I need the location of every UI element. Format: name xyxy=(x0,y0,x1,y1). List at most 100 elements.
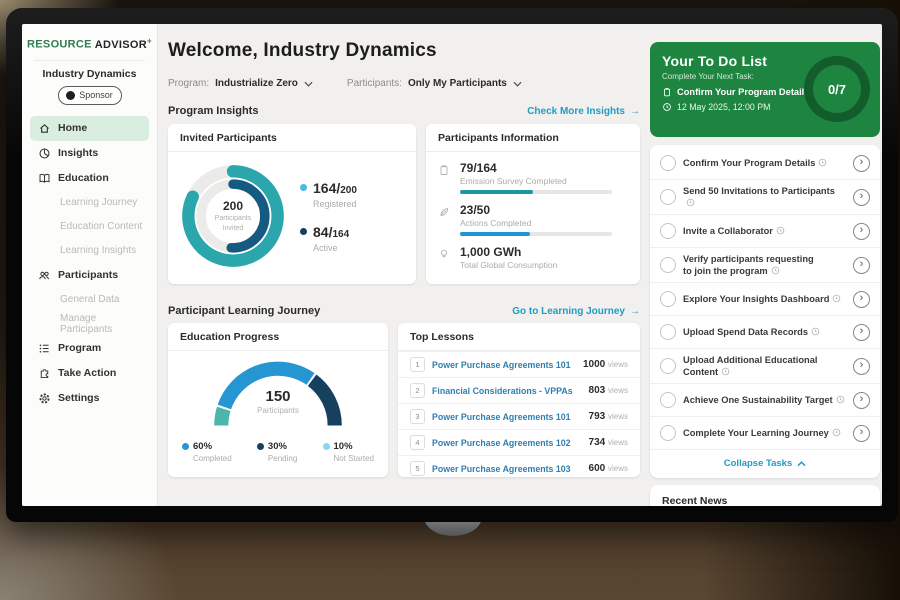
program-filter-value: Industrialize Zero xyxy=(215,78,298,89)
sidebar-item-take-action[interactable]: Take Action xyxy=(30,361,149,386)
sidebar-item-manage-participants[interactable]: Manage Participants xyxy=(30,312,149,336)
task-checkbox[interactable] xyxy=(660,155,676,171)
arrow-right-icon: → xyxy=(630,306,640,317)
active-dot xyxy=(300,228,307,235)
task-row-upload-spend-data[interactable]: Upload Spend Data Records › xyxy=(650,315,880,348)
legend-not-started: 10% Not Started xyxy=(323,441,374,463)
sidebar-item-learning-insights[interactable]: Learning Insights xyxy=(30,239,149,263)
lesson-row[interactable]: 1 Power Purchase Agreements 101 1000 vie… xyxy=(398,351,640,377)
check-more-insights-link[interactable]: Check More Insights → xyxy=(527,106,640,117)
top-lessons-card: Top Lessons 1 Power Purchase Agreements … xyxy=(398,323,640,477)
task-checkbox[interactable] xyxy=(660,189,676,205)
program-filter[interactable]: Program: Industrialize Zero xyxy=(168,78,313,89)
program-insights-title: Program Insights xyxy=(168,105,258,117)
task-open-button[interactable]: › xyxy=(853,358,870,375)
task-row-confirm-program[interactable]: Confirm Your Program Details › xyxy=(650,147,880,179)
arrow-right-icon: → xyxy=(630,106,640,117)
puzzle-icon xyxy=(38,367,51,380)
clock-icon xyxy=(832,294,841,303)
sidebar-item-home[interactable]: Home xyxy=(30,116,149,141)
participants-information-title: Participants Information xyxy=(426,124,640,152)
task-open-button[interactable]: › xyxy=(853,257,870,274)
task-open-button[interactable]: › xyxy=(853,425,870,442)
lesson-link[interactable]: Power Purchase Agreements 101 xyxy=(432,360,576,370)
task-open-button[interactable]: › xyxy=(853,155,870,172)
collapse-tasks-link[interactable]: Collapse Tasks xyxy=(650,449,880,476)
task-open-button[interactable]: › xyxy=(853,189,870,206)
stat-global-consumption: 1,000 GWh Total Global Consumption xyxy=(426,236,640,270)
invited-participants-card: Invited Participants 200 Partic xyxy=(168,124,416,284)
clock-icon xyxy=(836,395,845,404)
sidebar-item-general-data[interactable]: General Data xyxy=(30,288,149,312)
logo-resource: RESOURCE xyxy=(27,39,92,51)
home-icon xyxy=(38,122,51,135)
task-open-button[interactable]: › xyxy=(853,223,870,240)
sidebar-item-insights[interactable]: Insights xyxy=(30,141,149,166)
lesson-row[interactable]: 4 Power Purchase Agreements 102 734 view… xyxy=(398,429,640,455)
lesson-link[interactable]: Power Purchase Agreements 101 xyxy=(432,412,582,422)
task-row-send-invitations[interactable]: Send 50 Invitations to Participants › xyxy=(650,179,880,214)
lesson-row[interactable]: 3 Power Purchase Agreements 101 793 view… xyxy=(398,403,640,429)
recent-news-card: Recent News xyxy=(650,485,880,506)
task-checkbox[interactable] xyxy=(660,358,676,374)
task-row-upload-educational-content[interactable]: Upload Additional Educational Content › xyxy=(650,348,880,383)
sidebar-item-settings[interactable]: Settings xyxy=(30,386,149,411)
todo-panel: Your To Do List Complete Your Next Task:… xyxy=(650,24,880,506)
task-checkbox[interactable] xyxy=(660,291,676,307)
task-row-complete-learning-journey[interactable]: Complete Your Learning Journey › xyxy=(650,416,880,449)
task-open-button[interactable]: › xyxy=(853,324,870,341)
logo-advisor: ADVISOR+ xyxy=(95,39,152,51)
task-checkbox[interactable] xyxy=(660,324,676,340)
task-open-button[interactable]: › xyxy=(853,291,870,308)
task-open-button[interactable]: › xyxy=(853,392,870,409)
clock-icon xyxy=(721,367,730,376)
sidebar-item-education[interactable]: Education xyxy=(30,166,149,191)
lesson-link[interactable]: Power Purchase Agreements 103 xyxy=(432,464,582,474)
page-title: Welcome, Industry Dynamics xyxy=(168,40,437,62)
go-to-learning-journey-link[interactable]: Go to Learning Journey → xyxy=(512,306,640,317)
participants-filter-label: Participants: xyxy=(347,78,402,89)
task-checkbox[interactable] xyxy=(660,392,676,408)
invited-participants-title: Invited Participants xyxy=(168,124,416,152)
sidebar-item-learning-journey[interactable]: Learning Journey xyxy=(30,191,149,215)
lesson-row[interactable]: 5 Power Purchase Agreements 103 600 view… xyxy=(398,455,640,481)
sponsor-icon xyxy=(66,91,75,100)
program-insights-header: Program Insights Check More Insights → xyxy=(168,105,640,117)
divider xyxy=(34,60,145,61)
sponsor-label: Sponsor xyxy=(79,90,113,100)
legend-pending: 30% Pending xyxy=(257,441,297,463)
lesson-row[interactable]: 2 Financial Considerations - VPPAs 803 v… xyxy=(398,377,640,403)
legend-active: 84/164 Active xyxy=(300,224,357,253)
task-row-explore-insights[interactable]: Explore Your Insights Dashboard › xyxy=(650,282,880,315)
sidebar-item-program[interactable]: Program xyxy=(30,336,149,361)
monitor-bezel: RESOURCE ADVISOR+ Industry Dynamics Spon… xyxy=(6,8,898,522)
education-gauge-chart: 150 Participants xyxy=(212,360,344,432)
lesson-link[interactable]: Power Purchase Agreements 102 xyxy=(432,438,582,448)
registered-dot xyxy=(300,184,307,191)
todo-summary-card: Your To Do List Complete Your Next Task:… xyxy=(650,42,880,137)
lesson-link[interactable]: Financial Considerations - VPPAs xyxy=(432,386,582,396)
task-checkbox[interactable] xyxy=(660,223,676,239)
chevron-down-icon xyxy=(304,81,313,87)
invited-donut-chart: 200 Participants Invited xyxy=(176,159,290,273)
task-row-invite-collaborator[interactable]: Invite a Collaborator › xyxy=(650,214,880,247)
sidebar-item-participants[interactable]: Participants xyxy=(30,263,149,288)
top-lessons-title: Top Lessons xyxy=(398,323,640,351)
learning-journey-title: Participant Learning Journey xyxy=(168,305,320,317)
clock-icon xyxy=(686,198,695,207)
sidebar-item-education-content[interactable]: Education Content xyxy=(30,215,149,239)
leaf-icon xyxy=(438,203,451,236)
task-checkbox[interactable] xyxy=(660,425,676,441)
participants-filter[interactable]: Participants: Only My Participants xyxy=(347,78,522,89)
task-checkbox[interactable] xyxy=(660,257,676,273)
bulb-icon xyxy=(438,245,451,270)
lesson-rank: 1 xyxy=(410,357,425,372)
stat-emission-survey: 79/164 Emission Survey Completed xyxy=(426,152,640,194)
clock-icon xyxy=(771,266,780,275)
donut-center-value: 200 xyxy=(223,199,243,213)
task-row-verify-participants[interactable]: Verify participants requesting to join t… xyxy=(650,247,880,282)
sponsor-badge[interactable]: Sponsor xyxy=(58,86,122,105)
donut-center-label: Participants Invited xyxy=(206,214,260,233)
learning-journey-header: Participant Learning Journey Go to Learn… xyxy=(168,305,640,317)
task-row-achieve-target[interactable]: Achieve One Sustainability Target › xyxy=(650,383,880,416)
